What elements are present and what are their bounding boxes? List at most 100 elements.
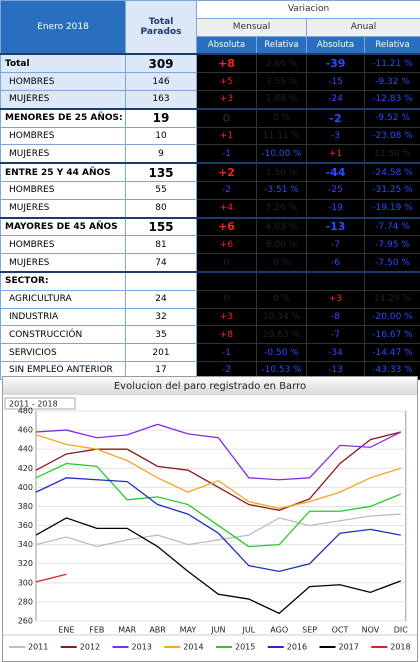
abs-header: Absoluta [306, 35, 365, 55]
x-tick-label: FEB [89, 626, 104, 635]
x-tick-label: OCT [332, 626, 349, 635]
absolute-cell: +1 [306, 144, 365, 164]
relative-cell: -7.50 % [363, 253, 420, 273]
absolute-cell: -2 [196, 360, 257, 380]
table-row: MUJERES 9 -1 -10.00 % +1 12.50 % [0, 144, 420, 164]
absolute-cell: -2 [306, 107, 365, 128]
total-cell: 163 [125, 89, 197, 110]
absolute-cell: -24 [306, 89, 365, 110]
title-bar [3, 377, 417, 395]
relative-cell: -14.47 % [363, 343, 420, 362]
legend-label: 2011 [28, 643, 48, 652]
absolute-cell: +4 [196, 198, 257, 219]
table-row: HOMBRES 55 -2 -3.51 % -25 -31.25 % [0, 180, 420, 200]
relative-cell: 29.63 % [256, 325, 307, 345]
legend-label: 2012 [80, 643, 100, 652]
relative-cell: 10.34 % [256, 307, 307, 327]
relative-cell: 0 % [256, 289, 307, 309]
relative-cell: 11.11 % [256, 126, 307, 146]
absolute-cell: -7 [306, 235, 365, 255]
legend-label: 2016 [287, 643, 307, 652]
relative-cell: -31.25 % [363, 180, 420, 200]
table-row: MENORES DE 25 AÑOS: 19 0 0 % -2 -9.52 % [0, 107, 420, 128]
row-label: MUJERES [0, 253, 126, 273]
table-row: INDUSTRIA 32 +3 10.34 % -8 -20.00 % [0, 307, 420, 327]
table-row: AGRICULTURA 24 0 0 % +3 14.29 % [0, 289, 420, 309]
series-line [35, 573, 67, 583]
absolute-cell: -2 [196, 180, 257, 200]
total-cell: 146 [125, 72, 197, 91]
y-tick-label: 360 [18, 521, 33, 530]
total-cell: 19 [125, 107, 197, 128]
total-cell: 74 [125, 253, 197, 273]
monthly-header: Mensual [196, 17, 307, 37]
absolute-cell: +6 [196, 216, 257, 237]
row-label: MAYORES DE 45 AÑOS [0, 216, 126, 237]
series-line [35, 477, 401, 573]
table-row: SERVICIOS 201 -1 -0.50 % -34 -14.47 % [0, 343, 420, 362]
relative-cell: -9.52 % [363, 107, 420, 128]
unemployment-table: Enero 2018 Total Parados Variacion Mensu… [0, 0, 420, 380]
rel-header: Relativa [363, 35, 420, 55]
plot-area [35, 410, 407, 622]
absolute-cell: +5 [196, 72, 257, 91]
row-label: HOMBRES [0, 235, 126, 255]
relative-cell [256, 270, 307, 291]
relative-cell: 0 % [256, 253, 307, 273]
y-tick-label: 280 [18, 597, 33, 606]
row-label: HOMBRES [0, 180, 126, 200]
y-tick-label: 300 [18, 578, 33, 587]
total-cell: 35 [125, 325, 197, 345]
absolute-cell: +1 [196, 126, 257, 146]
row-label: MUJERES [0, 89, 126, 110]
relative-cell: 4.03 % [256, 216, 307, 237]
x-tick-label: DIC [394, 626, 409, 635]
absolute-cell: -44 [306, 162, 365, 182]
absolute-cell: -8 [306, 307, 365, 327]
table-row: SECTOR: [0, 270, 420, 291]
absolute-cell: +3 [196, 89, 257, 110]
relative-cell: -12.83 % [363, 89, 420, 110]
relative-cell: 14.29 % [363, 289, 420, 309]
relative-cell [363, 270, 420, 291]
x-tick-label: JUN [210, 626, 225, 635]
relative-cell: -23.08 % [363, 126, 420, 146]
absolute-cell: 0 [196, 107, 257, 128]
row-label: SECTOR: [0, 270, 126, 291]
y-tick-label: 460 [18, 426, 33, 435]
row-label: MENORES DE 25 AÑOS: [0, 107, 126, 128]
table-row: HOMBRES 146 +5 3.55 % -15 -9.32 % [0, 72, 420, 91]
total-cell: 24 [125, 289, 197, 309]
absolute-cell: -7 [306, 325, 365, 345]
absolute-cell: 0 [196, 289, 257, 309]
absolute-cell: -15 [306, 72, 365, 91]
variation-header: Variacion [195, 0, 420, 19]
absolute-cell [306, 270, 365, 291]
relative-cell: -20.00 % [363, 307, 420, 327]
relative-cell: 3.55 % [256, 72, 307, 91]
x-tick-label: JUL [241, 626, 255, 635]
absolute-cell: -6 [306, 253, 365, 273]
annual-header: Anual [305, 17, 420, 37]
chart-subtitle: 2011 - 2018 [9, 400, 58, 409]
absolute-cell: +3 [196, 307, 257, 327]
table-row: MAYORES DE 45 AÑOS 155 +6 4.03 % -13 -7.74 % [0, 216, 420, 237]
x-tick-label: ENE [58, 626, 74, 635]
table-row: CONSTRUCCIÓN 35 +8 29.63 % -7 -16.67 % [0, 325, 420, 345]
relative-cell: -0.50 % [256, 343, 307, 362]
relative-cell: -9.32 % [363, 72, 420, 91]
total-cell [125, 270, 197, 291]
y-tick-label: 420 [18, 464, 33, 473]
relative-cell: -7.95 % [363, 235, 420, 255]
absolute-cell: +8 [196, 325, 257, 345]
absolute-cell: -3 [306, 126, 365, 146]
total-cell: 9 [125, 144, 197, 164]
rel-header: Relativa [256, 35, 307, 55]
total-cell: 55 [125, 180, 197, 200]
row-label: SERVICIOS [0, 343, 126, 362]
relative-cell: -24.58 % [363, 162, 420, 182]
series-line [35, 462, 402, 548]
total-cell: 135 [125, 162, 197, 182]
chart-title: Evolucion del paro registrado en Barro [114, 381, 306, 392]
relative-cell: 1.88 % [256, 89, 307, 110]
